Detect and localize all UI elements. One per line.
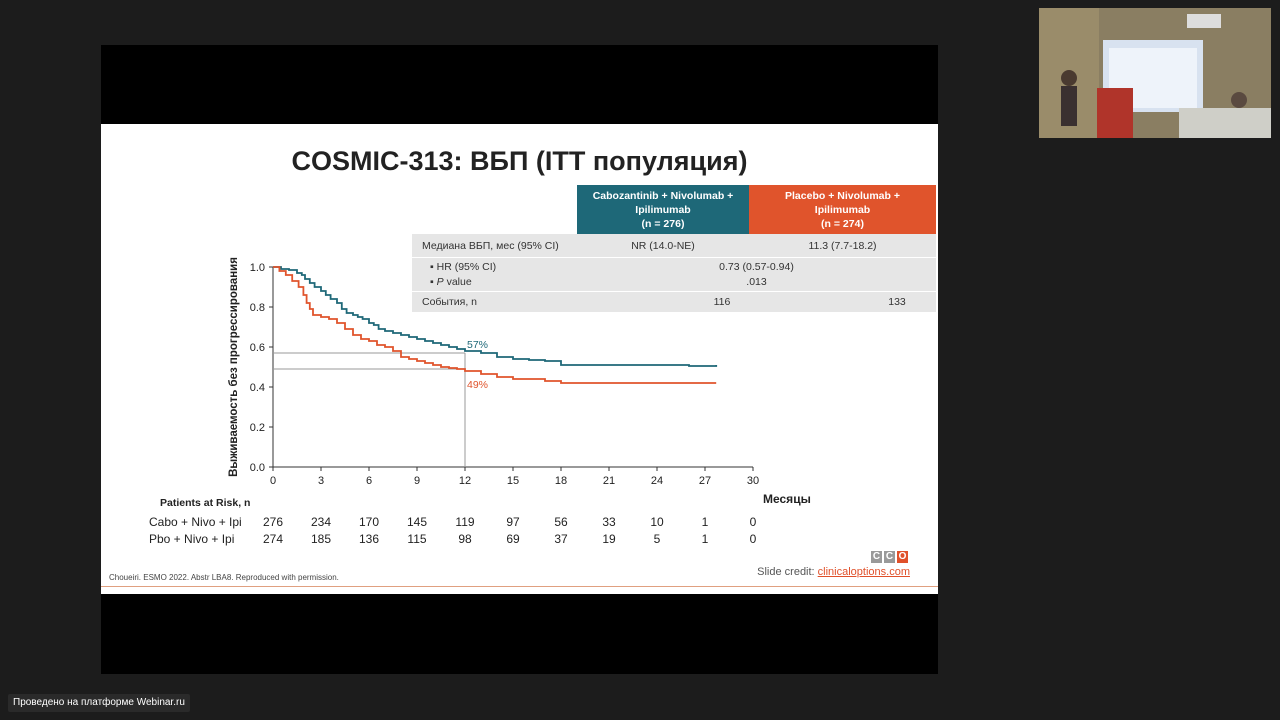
risk-value: 145 — [407, 515, 427, 529]
footnote: Choueiri. ESMO 2022. Abstr LBA8. Reprodu… — [109, 573, 339, 582]
risk-value: 1 — [702, 532, 709, 546]
risk-value: 274 — [263, 532, 283, 546]
x-tick-label: 21 — [603, 475, 615, 487]
x-tick-label: 18 — [555, 475, 567, 487]
x-tick-label: 3 — [318, 475, 324, 487]
y-tick-label: 1.0 — [250, 262, 265, 274]
risk-value: 56 — [554, 515, 568, 529]
median-placebo: 11.3 (7.7-18.2) — [808, 240, 877, 252]
events-placebo: 133 — [888, 296, 906, 308]
y-tick-label: 0.2 — [250, 422, 265, 434]
risk-value: 185 — [311, 532, 331, 546]
events-label: События, n — [422, 296, 478, 308]
risk-value: 0 — [750, 532, 757, 546]
risk-value: 10 — [650, 515, 664, 529]
x-tick-label: 12 — [459, 475, 471, 487]
slide-credit: Slide credit: clinicaloptions.com — [757, 566, 910, 578]
risk-value: 33 — [602, 515, 616, 529]
hr-value: 0.73 (0.57-0.94) — [719, 261, 794, 273]
p-label: ▪ P value — [430, 276, 472, 288]
median-cabo: NR (14.0-NE) — [631, 240, 695, 252]
header-cabo: Cabozantinib + Nivolumab + Ipilimumab (n… — [577, 185, 749, 234]
risk-row-label: Cabo + Nivo + Ipi — [149, 515, 242, 529]
curve-placebo — [273, 266, 717, 384]
label-49: 49% — [467, 379, 488, 391]
y-tick-label: 0.8 — [250, 302, 265, 314]
x-tick-label: 6 — [366, 475, 372, 487]
x-tick-label: 15 — [507, 475, 519, 487]
risk-value: 276 — [263, 515, 283, 529]
events-cabo: 116 — [713, 296, 731, 308]
median-label: Медиана ВБП, мес (95% CI) — [422, 240, 559, 252]
risk-value: 19 — [602, 532, 616, 546]
platform-watermark: Проведено на платформе Webinar.ru — [8, 694, 190, 712]
header-cabo-line1: Cabozantinib + Nivolumab + — [592, 189, 734, 202]
slide: COSMIC-313: ВБП (ITT популяция) Cabozant… — [101, 124, 938, 594]
slide-title: COSMIC-313: ВБП (ITT популяция) — [291, 146, 748, 176]
risk-value: 0 — [750, 515, 757, 529]
header-placebo-line1: Placebo + Nivolumab + — [785, 189, 900, 202]
risk-value: 119 — [455, 515, 474, 529]
slide-credit-link[interactable]: clinicaloptions.com — [817, 566, 910, 578]
risk-row-label: Pbo + Nivo + Ipi — [149, 532, 234, 546]
x-tick-label: 27 — [699, 475, 711, 487]
logo-letter-c1: C — [871, 551, 882, 563]
header-placebo: Placebo + Nivolumab + Ipilimumab (n = 27… — [749, 185, 936, 234]
x-tick-label: 0 — [270, 475, 276, 487]
y-tick-label: 0.6 — [250, 342, 265, 354]
hr-label-text: HR (95% CI) — [436, 261, 497, 273]
logo-letter-c2: C — [884, 551, 895, 563]
slide-credit-label: Slide credit: — [757, 566, 818, 578]
x-tick-label: 30 — [747, 475, 759, 487]
x-tick-label: 24 — [651, 475, 663, 487]
x-tick-label: 9 — [414, 475, 420, 487]
p-value: .013 — [746, 276, 767, 288]
header-cabo-n: (n = 276) — [641, 217, 685, 230]
p-label-rest: value — [443, 276, 472, 288]
y-tick-label: 0.4 — [250, 382, 265, 394]
p-label-italic: P — [436, 276, 444, 288]
y-axis-label: Выживаемость без прогрессирования — [228, 257, 240, 477]
risk-value: 234 — [311, 515, 331, 529]
footer-rule — [101, 586, 938, 587]
webcam-video — [1039, 8, 1271, 138]
risk-value: 98 — [458, 532, 472, 546]
km-chart: 0.00.20.40.60.81.00 3 6 9 12 15 18 21 24 27 30Выжи… — [149, 257, 811, 546]
risk-value: 1 — [702, 515, 709, 529]
header-placebo-line2: Ipilimumab — [814, 203, 871, 216]
y-tick-label: 0.0 — [250, 462, 265, 474]
risk-value: 115 — [407, 532, 426, 546]
curve-cabo — [273, 266, 718, 367]
label-57: 57% — [467, 339, 488, 351]
x-axis-label: Месяцы — [763, 492, 811, 506]
risk-table-title: Patients at Risk, n — [160, 497, 250, 509]
header-cabo-line2: Ipilimumab — [635, 203, 691, 216]
risk-value: 69 — [506, 532, 520, 546]
hr-label: ▪ HR (95% CI) — [430, 261, 497, 273]
risk-value: 136 — [359, 532, 379, 546]
risk-value: 5 — [654, 532, 661, 546]
logo-letter-o: O — [897, 551, 908, 563]
risk-value: 170 — [359, 515, 379, 529]
stats-table: Медиана ВБП, мес (95% CI) NR (14.0-NE) 1… — [412, 234, 936, 312]
risk-value: 97 — [506, 515, 520, 529]
header-placebo-n: (n = 274) — [821, 217, 864, 230]
webcam-scene — [1039, 8, 1271, 138]
risk-value: 37 — [554, 532, 568, 546]
